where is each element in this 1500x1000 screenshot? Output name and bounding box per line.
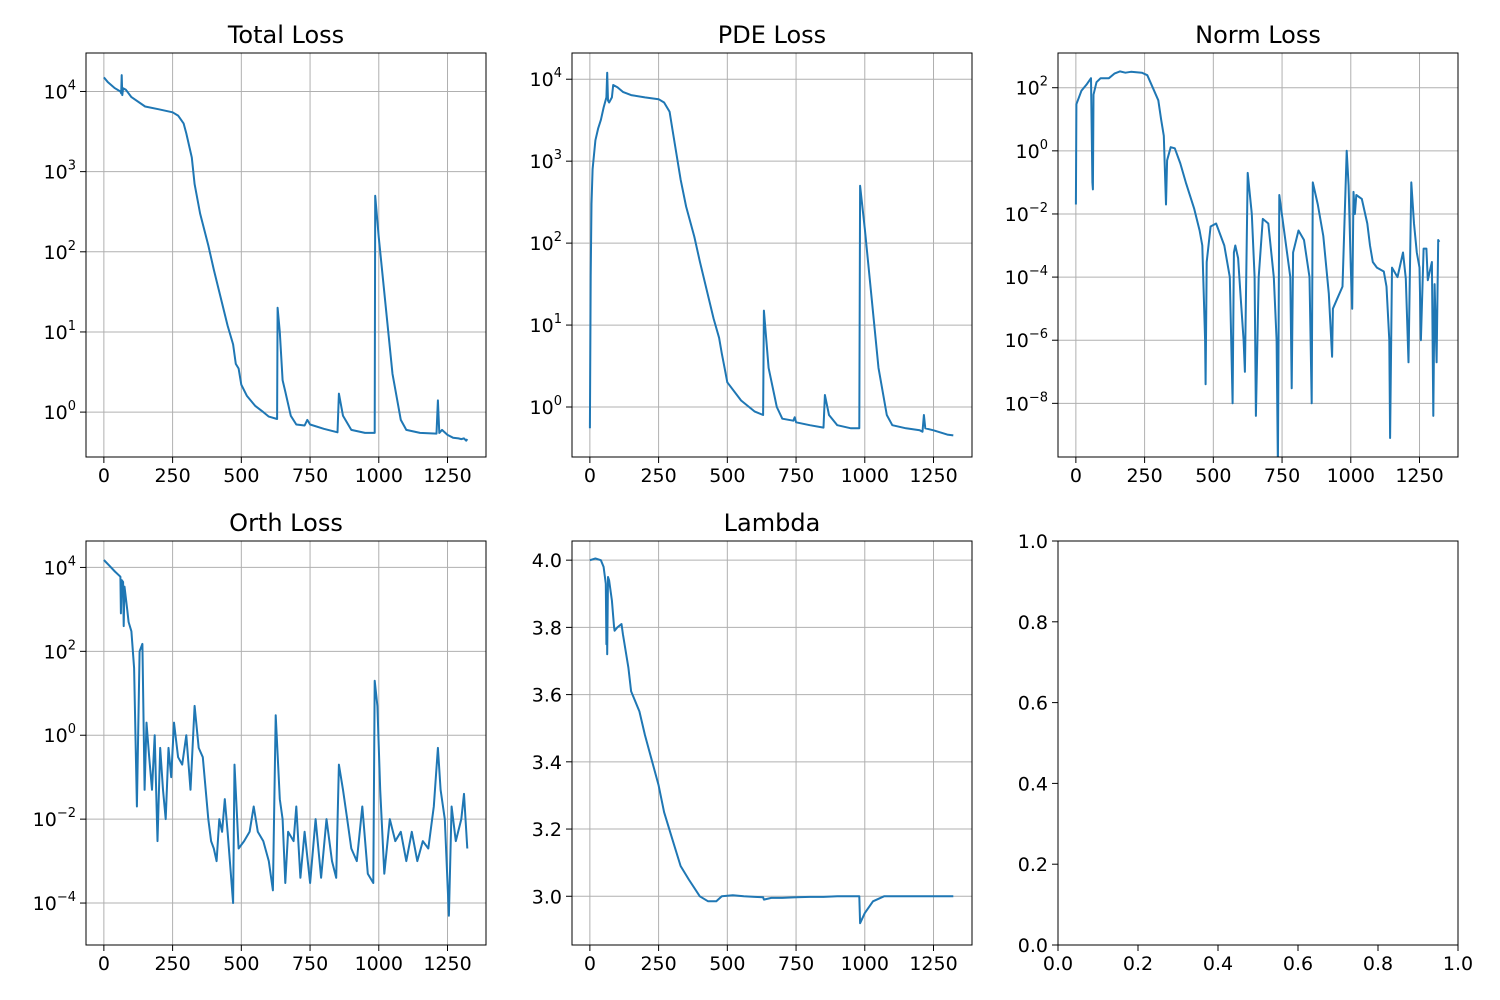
grid-lines [86, 53, 486, 457]
x-tick-label: 500 [223, 953, 259, 975]
y-tick-label: 10−2 [1005, 201, 1048, 226]
x-tick-label: 250 [640, 465, 676, 487]
chart-title: Lambda [724, 509, 821, 537]
y-tick-label: 103 [530, 148, 562, 173]
y-tick-label: 3.4 [532, 752, 562, 774]
y-tick-label: 102 [44, 638, 76, 663]
x-tick-label: 1.0 [1443, 953, 1473, 975]
y-tick-label: 100 [44, 399, 76, 424]
y-tick-label: 102 [530, 230, 562, 255]
x-tick-label: 0.0 [1043, 953, 1073, 975]
x-tick-label: 500 [709, 465, 745, 487]
y-tick-label: 101 [530, 312, 562, 337]
panel-norm: 0 250 500 750 1000 1250 10−8 10−6 10−4 10−2 100 102… [1005, 21, 1459, 487]
axes-frame [571, 52, 973, 458]
x-tick-label: 500 [1195, 465, 1231, 487]
x-tick-label: 750 [292, 465, 328, 487]
y-tick-label: 4.0 [532, 550, 562, 572]
y-tick-label: 10−4 [33, 890, 76, 915]
axes-frame [571, 540, 973, 946]
x-tick-label: 1000 [355, 465, 403, 487]
x-tick-label: 750 [778, 465, 814, 487]
x-tick-label: 0 [98, 465, 110, 487]
grid-lines [572, 541, 972, 945]
y-tick-label: 10−4 [1005, 264, 1048, 289]
x-tick-label: 1250 [423, 953, 471, 975]
x-tick-label: 0 [584, 465, 596, 487]
y-tick-label: 10−6 [1005, 327, 1048, 352]
grid-lines [1058, 53, 1458, 457]
y-tick-label: 0.2 [1018, 854, 1048, 876]
panel-lambda: 0 250 500 750 1000 1250 3.0 3.2 3.4 3.6 3.8 4.0 Lamb… [532, 509, 973, 975]
axes-frame [85, 540, 487, 946]
grid-lines [86, 541, 486, 945]
y-tick-label: 100 [530, 394, 562, 419]
y-tick-label: 0.8 [1018, 612, 1048, 634]
y-tick-label: 3.0 [532, 886, 562, 908]
x-tick-label: 1000 [841, 465, 889, 487]
chart-title: Orth Loss [229, 509, 343, 537]
y-tick-label: 104 [44, 78, 76, 103]
panel-orth: 0 250 500 750 1000 1250 10−4 10−2 100 102 104 Orth … [33, 509, 487, 975]
x-tick-label: 750 [778, 953, 814, 975]
y-tick-label: 3.8 [532, 617, 562, 639]
axes-frame [1057, 540, 1459, 946]
y-tick-label: 103 [44, 159, 76, 184]
x-tick-label: 1250 [909, 953, 957, 975]
x-tick-label: 0.2 [1123, 953, 1153, 975]
y-tick-label: 1.0 [1018, 531, 1048, 553]
x-tick-label: 250 [154, 953, 190, 975]
y-tick-label: 10−2 [33, 806, 76, 831]
y-tick-label: 0.0 [1018, 935, 1048, 957]
y-tick-label: 102 [1016, 75, 1048, 100]
y-tick-label: 10−8 [1005, 390, 1048, 415]
panel-empty: 0.0 0.2 0.4 0.6 0.8 1.0 0.0 0.2 0.4 0.6 0.8 1.0 [1018, 531, 1473, 975]
chart-title: PDE Loss [718, 21, 826, 49]
series-line-lambda [589, 557, 954, 925]
y-tick-label: 101 [44, 319, 76, 344]
axes-frame [1057, 52, 1459, 458]
x-tick-label: 250 [640, 953, 676, 975]
chart-title: Total Loss [227, 21, 344, 49]
series-line-orth [103, 559, 469, 917]
axes-frame [85, 52, 487, 458]
series-line-norm [1074, 70, 1441, 457]
x-tick-label: 1000 [841, 953, 889, 975]
y-tick-label: 100 [44, 722, 76, 747]
y-tick-label: 104 [44, 554, 76, 579]
x-tick-label: 250 [154, 465, 190, 487]
x-tick-label: 0 [98, 953, 110, 975]
y-tick-label: 104 [530, 66, 562, 91]
x-tick-label: 1000 [355, 953, 403, 975]
x-tick-label: 0.4 [1203, 953, 1233, 975]
y-tick-label: 0.6 [1018, 693, 1048, 715]
grid-lines [572, 53, 972, 457]
x-tick-label: 0 [1070, 465, 1082, 487]
x-tick-label: 1250 [909, 465, 957, 487]
x-tick-label: 500 [709, 953, 745, 975]
x-tick-label: 1000 [1327, 465, 1375, 487]
chart-title: Norm Loss [1195, 21, 1321, 49]
x-tick-label: 1250 [1395, 465, 1443, 487]
x-tick-label: 0.6 [1283, 953, 1313, 975]
x-tick-label: 750 [292, 953, 328, 975]
panel-pde: 0 250 500 750 1000 1250 100 101 102 103 104 PDE Los… [530, 21, 973, 487]
x-tick-label: 750 [1264, 465, 1300, 487]
y-tick-label: 3.6 [532, 685, 562, 707]
x-tick-label: 0.8 [1363, 953, 1393, 975]
y-tick-label: 100 [1016, 138, 1048, 163]
x-tick-label: 500 [223, 465, 259, 487]
series-line-total [103, 74, 469, 442]
y-tick-label: 102 [44, 239, 76, 264]
x-tick-label: 250 [1126, 465, 1162, 487]
x-tick-label: 0 [584, 953, 596, 975]
series-line-pde [588, 71, 954, 437]
y-tick-label: 0.4 [1018, 773, 1048, 795]
y-tick-label: 3.2 [532, 819, 562, 841]
x-tick-label: 1250 [423, 465, 471, 487]
panel-total: 0 250 500 750 1000 1250 100 101 102 103 104 Total L… [44, 21, 487, 487]
